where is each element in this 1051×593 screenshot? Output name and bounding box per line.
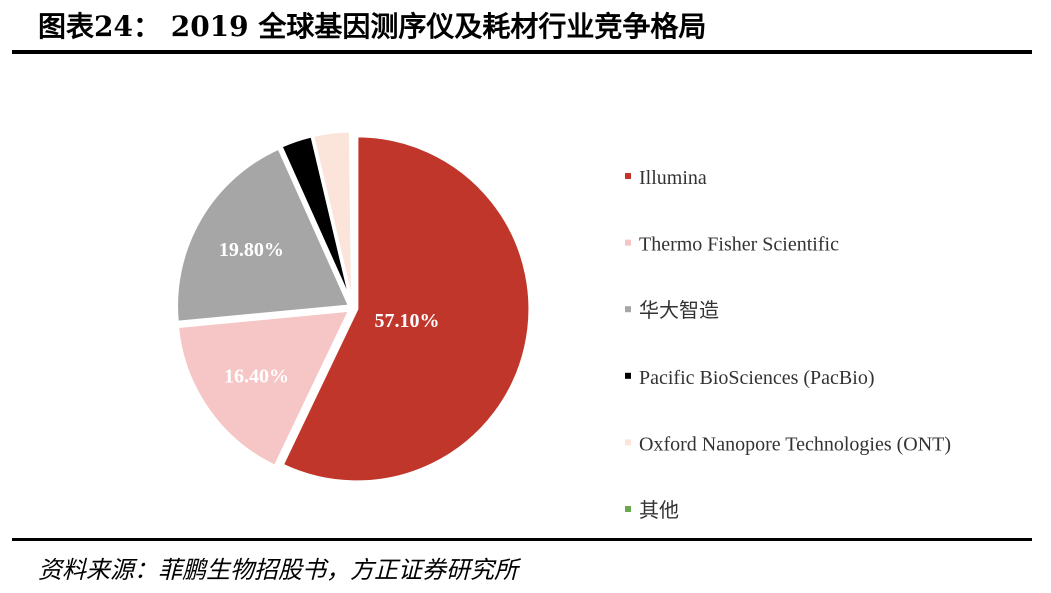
legend-label: Pacific BioSciences (PacBio) [639, 367, 875, 389]
pie-slice [349, 129, 355, 305]
data-label: 19.80% [219, 239, 284, 261]
source-note: 资料来源：菲鹏生物招股书，方正证券研究所 [38, 556, 522, 584]
legend-swatch [625, 239, 631, 246]
chart-title: 图表24： 2019 全球基因测序仪及耗材行业竞争格局 [38, 10, 706, 43]
legend-label: Thermo Fisher Scientific [639, 234, 839, 256]
pie-slice [175, 146, 352, 324]
pie-slice [280, 134, 532, 484]
legend-label: Illumina [639, 167, 707, 189]
data-label: 16.40% [224, 365, 289, 387]
legend-swatch [625, 372, 631, 379]
pie-slice [175, 308, 353, 469]
legend-label: 其他 [639, 499, 679, 522]
legend-swatch [625, 506, 631, 512]
legend-label: 华大智造 [639, 299, 719, 322]
data-label: 57.10% [374, 310, 439, 332]
title-rule [12, 50, 1032, 54]
legend-label: Oxford Nanopore Technologies (ONT) [639, 433, 951, 455]
legend-swatch [625, 306, 631, 313]
footer-rule [12, 538, 1032, 541]
legend-swatch [625, 173, 631, 179]
legend-swatch [625, 439, 631, 446]
